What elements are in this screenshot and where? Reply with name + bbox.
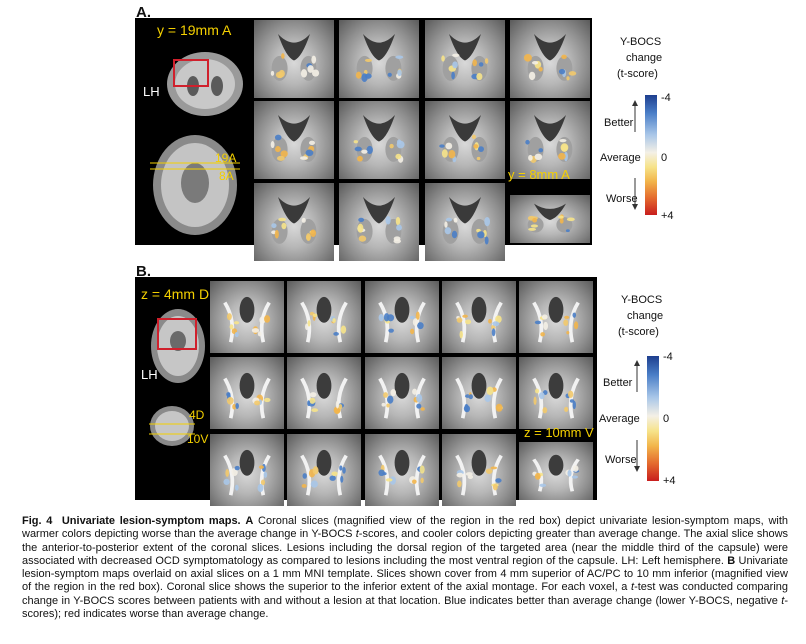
panel-a-coronal-thumbnail — [167, 52, 243, 116]
panel-b-axial-slice — [210, 434, 284, 506]
panel-a-better-label: Better — [604, 117, 634, 129]
roi-box — [157, 318, 197, 350]
caption-part-a-label: A — [245, 515, 254, 527]
panel-b-marker-bottom: 10V — [187, 432, 209, 446]
caption-part-a-text-2: -scores, and cooler colors depicting gre… — [22, 528, 789, 567]
caption-part-a-text-1: Coronal slices (magnified view of the re… — [22, 515, 789, 541]
panel-b-label: B. — [136, 263, 151, 280]
panel-a-coronal-slice — [510, 20, 590, 98]
caption-t-italic-2: t — [631, 581, 635, 594]
caption-part-b-label: B — [727, 554, 736, 567]
figure-caption: Fig. 4 Univariate lesion-symptom maps. A… — [22, 515, 788, 621]
panel-b-legend-title-3: (t-score) — [618, 326, 659, 338]
caption-t-italic-1: t — [355, 528, 359, 541]
panel-b-better-label: Better — [603, 377, 633, 389]
panel-b-axial-slice — [442, 357, 516, 429]
panel-b-axial-slice — [519, 357, 593, 429]
panel-a-hemisphere: LH — [143, 84, 160, 99]
panel-a-worse-arrow — [632, 178, 638, 210]
panel-a-scale-top: -4 — [661, 92, 671, 104]
panel-b-axial-slice — [287, 281, 361, 353]
panel-a-average-label: Average — [600, 152, 641, 164]
panel-a-legend-title-1: Y-BOCS — [620, 36, 662, 48]
panel-a-coronal-slice — [254, 101, 334, 179]
panel-b-axial-slice — [442, 281, 516, 353]
panel-b-axial-slice — [210, 357, 284, 429]
panel-a-colorbar — [645, 95, 657, 215]
panel-b-axial-slice — [519, 281, 593, 353]
panel-a-coronal-slice — [510, 195, 590, 243]
panel-a-coronal-slice — [254, 20, 334, 98]
panel-b-axial-slice — [287, 357, 361, 429]
caption-fig-number: Fig. 4 — [22, 515, 53, 527]
panel-b-scale-bottom: +4 — [663, 475, 676, 487]
panel-b-coord-end: z = 10mm V — [524, 425, 594, 440]
panel-b-legend-title-1: Y-BOCS — [621, 294, 663, 306]
panel-a-coronal-slice — [339, 183, 419, 261]
panel-b-axial-slice — [365, 281, 439, 353]
panel-b-axial-slice — [365, 434, 439, 506]
panel-b-coord-top: z = 4mm D — [141, 286, 210, 302]
panel-b-worse-arrow — [634, 440, 640, 472]
panel-a-marker-bottom: 8A — [219, 169, 234, 183]
panel-a-coronal-slice — [339, 20, 419, 98]
panel-a-label: A. — [136, 4, 151, 21]
panel-b-worse-label: Worse — [605, 454, 637, 466]
panel-b-legend-title-2: change — [627, 310, 664, 322]
caption-title: Univariate lesion-symptom maps. — [61, 515, 241, 527]
panel-b-axial-thumbnail — [151, 309, 205, 383]
panel-a-coronal-slice — [425, 20, 505, 98]
panel-a-coronal-slice — [425, 101, 505, 179]
panel-a-worse-label: Worse — [606, 193, 638, 205]
panel-a-marker-top: 19A — [215, 151, 237, 165]
panel-a-coronal-slice — [425, 183, 505, 261]
panel-a-figure: y = 19mm A LH 19A 8A y = 8mm A — [135, 18, 592, 261]
panel-a-axial-thumbnail — [150, 135, 240, 235]
panel-b-marker-top: 4D — [189, 408, 205, 422]
panel-b-colorbar — [647, 356, 659, 481]
roi-box — [173, 59, 209, 87]
panel-b-axial-slice — [210, 281, 284, 353]
panel-a-coord-top: y = 19mm A — [157, 22, 232, 38]
panel-b-axial-slice — [519, 442, 593, 500]
panel-a-coronal-slice — [254, 183, 334, 261]
panel-a-better-arrow — [632, 100, 638, 132]
panel-b-axial-slice — [442, 434, 516, 506]
panel-b-average-label: Average — [599, 413, 640, 425]
panel-b-axial-slice — [287, 434, 361, 506]
panel-b-figure: z = 4mm D LH 4D 10V z = 10mm V — [135, 277, 597, 506]
caption-part-b-text-2: -test was conducted comparing change in … — [22, 581, 789, 607]
caption-t-italic-3: t — [781, 594, 785, 607]
panel-b-scale-mid: 0 — [663, 413, 670, 425]
caption-part-b-text-1: Univariate lesion-symptom maps overlaid … — [22, 554, 789, 594]
caption-part-b-text-3: -scores); red indicates worse than avera… — [22, 594, 788, 621]
panel-b-axial-slice — [365, 357, 439, 429]
panel-a-coord-end: y = 8mm A — [508, 167, 570, 182]
panel-b-better-arrow — [634, 360, 640, 392]
panel-b-hemisphere: LH — [141, 367, 158, 382]
panel-b-scale-top: -4 — [663, 351, 673, 363]
panel-a-legend-title-3: (t-score) — [617, 68, 658, 80]
panel-b-coronal-thumbnail — [149, 406, 195, 446]
panel-a-coronal-slice — [510, 101, 590, 179]
panel-a-legend-title-2: change — [626, 52, 663, 64]
panel-a-scale-bottom: +4 — [661, 210, 674, 222]
panel-a-scale-mid: 0 — [661, 152, 668, 164]
panel-a-coronal-slice — [339, 101, 419, 179]
